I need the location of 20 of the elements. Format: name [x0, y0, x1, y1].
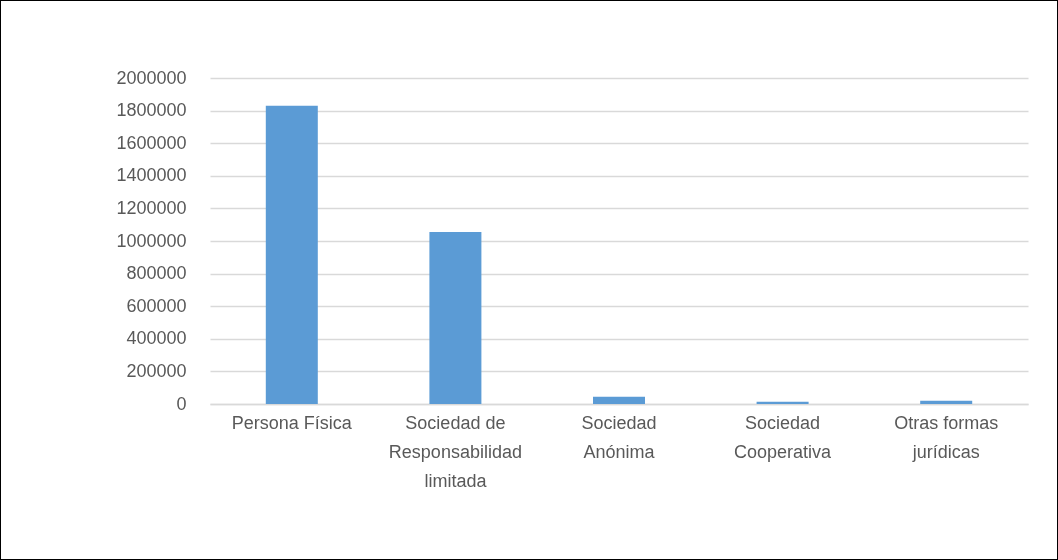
y-tick-label: 0: [176, 393, 187, 414]
x-tick-label: Otras formas jurídicas: [894, 412, 999, 462]
x-tick-label: Sociedad Anónima: [581, 412, 657, 462]
x-tick-label: Persona Física: [231, 412, 353, 433]
y-tick-label: 1400000: [116, 165, 187, 186]
bar: [429, 232, 482, 404]
y-tick-label: 2000000: [116, 67, 187, 88]
bar: [593, 396, 645, 404]
x-tick-label: Sociedad Cooperativa: [734, 412, 833, 462]
y-tick-label: 200000: [126, 360, 187, 381]
y-tick-label: 400000: [126, 328, 187, 349]
bar: [265, 105, 318, 404]
y-tick-label: 1800000: [116, 100, 187, 121]
y-tick-label: 1000000: [116, 230, 187, 251]
bar: [920, 400, 973, 404]
x-tick-label: Sociedad de Responsabilidad limitada: [388, 412, 522, 491]
y-tick-label: 600000: [126, 295, 187, 316]
y-tick-label: 1600000: [116, 132, 187, 153]
y-tick-label: 1200000: [116, 197, 187, 218]
y-tick-label: 800000: [126, 263, 187, 284]
